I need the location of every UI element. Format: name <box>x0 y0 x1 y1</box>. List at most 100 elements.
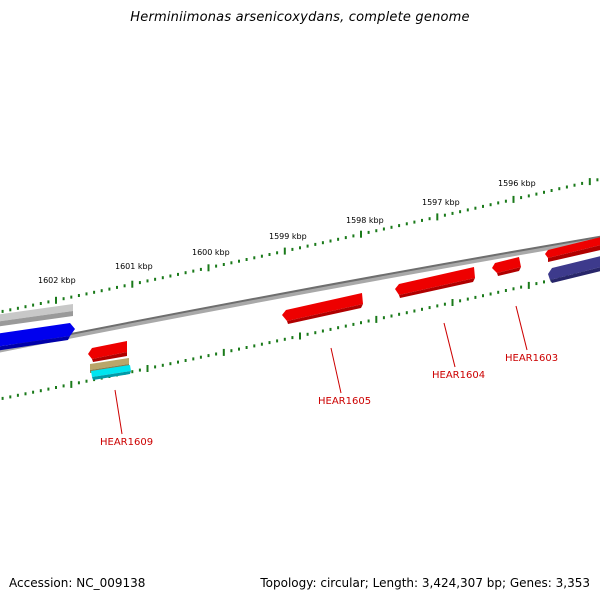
outer-tick <box>443 213 446 217</box>
genome-backbone <box>0 235 600 353</box>
outer-tick <box>329 239 332 243</box>
outer-tick <box>24 305 27 309</box>
leader-line-HEAR1609 <box>114 389 123 435</box>
gene-HEAR1603[interactable] <box>492 257 521 276</box>
outer-tick <box>451 211 454 215</box>
gene-HEAR1604[interactable] <box>395 267 475 298</box>
outer-tick <box>207 264 210 272</box>
outer-tick <box>436 213 439 221</box>
outer-tick <box>100 289 103 293</box>
inner-tick <box>62 384 65 388</box>
inner-tick <box>299 332 301 340</box>
outer-tick <box>85 292 88 296</box>
outer-tick <box>299 246 301 250</box>
gene-blue[interactable] <box>0 323 75 351</box>
outer-tick <box>283 247 286 255</box>
gene-label-lines <box>114 305 528 435</box>
inner-tick <box>466 297 469 301</box>
inner-tick <box>344 324 347 328</box>
inner-tick <box>527 281 530 289</box>
inner-tick <box>39 389 42 393</box>
outer-tick <box>70 295 73 299</box>
gene-navy-right[interactable] <box>548 255 600 283</box>
inner-tick <box>497 290 500 294</box>
inner-tick <box>543 280 545 284</box>
inner-tick <box>337 326 340 330</box>
inner-tick <box>382 316 385 320</box>
outer-tick <box>375 229 378 233</box>
outer-tick <box>146 279 149 283</box>
inner-tick <box>55 386 57 389</box>
outer-tick <box>535 192 538 196</box>
gene-red-right[interactable] <box>545 236 600 262</box>
outer-tick <box>222 263 225 266</box>
inner-tick <box>16 393 19 397</box>
outer-tick <box>215 264 218 268</box>
inner-tick <box>268 341 271 345</box>
inner-tick <box>245 346 248 349</box>
leader-line-HEAR1604 <box>443 322 456 368</box>
inner-tick <box>443 302 446 306</box>
outer-tick <box>108 287 111 291</box>
outer-tick <box>390 225 393 229</box>
outer-tick <box>558 187 561 191</box>
inner-tick <box>314 331 317 335</box>
inner-tick <box>489 292 492 296</box>
outer-tick <box>268 253 271 256</box>
accession-text: Accession: NC_009138 <box>9 576 146 590</box>
gene-HEAR1605[interactable] <box>282 293 363 324</box>
outer-tick-track <box>1 178 599 313</box>
inner-tick <box>360 321 362 325</box>
inner-tick <box>321 329 324 333</box>
outer-tick <box>306 244 309 248</box>
outer-tick <box>138 281 141 285</box>
leader-line-HEAR1603 <box>515 305 528 351</box>
outer-tick <box>459 210 462 214</box>
inner-tick <box>1 396 4 400</box>
inner-tick <box>169 362 172 366</box>
outer-tick <box>276 251 279 255</box>
outer-tick <box>550 189 553 192</box>
outer-tick <box>482 204 484 208</box>
outer-tick <box>596 178 599 182</box>
kbp-label-1599: 1599 kbp <box>269 232 307 241</box>
gene-label-HEAR1604: HEAR1604 <box>432 370 485 381</box>
outer-tick <box>116 285 118 289</box>
outer-tick <box>47 300 50 304</box>
outer-tick <box>62 297 65 301</box>
inner-tick <box>215 352 218 356</box>
outer-tick <box>360 230 362 238</box>
outer-tick <box>260 254 263 258</box>
map-title: Herminiimonas arsenicoxydans, complete g… <box>130 10 470 25</box>
outer-tick <box>565 185 568 189</box>
kbp-label-1602: 1602 kbp <box>38 276 76 285</box>
outer-tick <box>245 258 248 261</box>
inner-tick <box>253 344 256 348</box>
gene-gray-outer[interactable] <box>0 304 73 327</box>
inner-tick <box>535 282 538 286</box>
inner-tick <box>77 381 80 385</box>
gene-HEAR1609[interactable] <box>88 341 127 362</box>
inner-tick <box>85 379 88 383</box>
inner-tick <box>512 287 515 291</box>
outer-tick <box>489 203 492 207</box>
inner-tick <box>436 304 439 308</box>
outer-tick <box>413 220 416 224</box>
outer-tick <box>466 208 469 212</box>
outer-tick <box>39 302 42 305</box>
kbp-label-1597: 1597 kbp <box>422 198 460 207</box>
outer-tick <box>154 277 157 281</box>
outer-tick <box>9 308 12 312</box>
gene-cyan[interactable] <box>91 365 131 380</box>
outer-tick <box>230 261 233 265</box>
kbp-label-1601: 1601 kbp <box>115 262 153 271</box>
outer-tick <box>123 284 126 288</box>
inner-tick <box>367 319 370 323</box>
inner-tick <box>413 309 416 313</box>
inner-tick <box>459 299 462 303</box>
outer-tick <box>77 294 80 297</box>
genome-summary-text: Topology: circular; Length: 3,424,307 bp… <box>260 576 590 590</box>
outer-tick <box>314 242 317 246</box>
inner-tick-track <box>1 268 599 400</box>
